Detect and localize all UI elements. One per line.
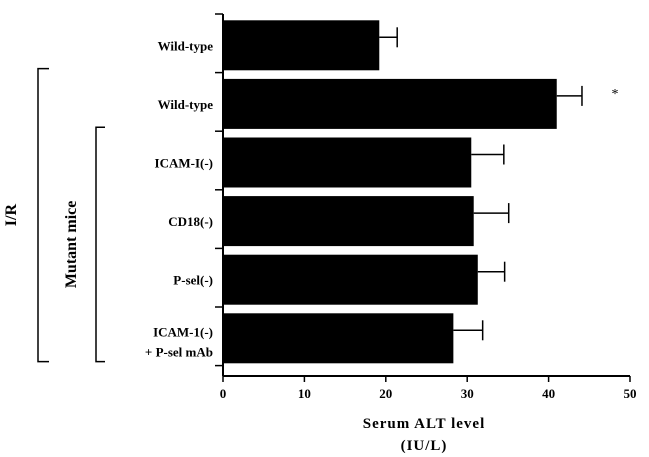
bar	[223, 20, 380, 71]
significance-marker: *	[611, 87, 618, 102]
labels-layer: Wild-type * Wild-type ICAM-I(-) CD18(-) P-sel…	[3, 38, 618, 363]
x-tick-label: 0	[220, 386, 227, 401]
bar	[223, 137, 472, 188]
group-bracket	[95, 126, 105, 363]
bar	[223, 196, 474, 247]
category-sublabel: + P-sel mAb	[145, 344, 213, 359]
category-label: Wild-type	[158, 97, 214, 112]
x-tick-label: 50	[624, 386, 637, 401]
group-label: Mutant mice	[63, 201, 80, 289]
x-tick-label: 20	[379, 386, 392, 401]
bar	[223, 313, 454, 364]
x-tick-label: 10	[298, 386, 311, 401]
bars-layer	[223, 20, 583, 364]
x-tick-label: 40	[542, 386, 555, 401]
bar	[223, 78, 557, 129]
category-label: Wild-type	[158, 38, 214, 53]
bar	[223, 254, 478, 305]
x-axis-label-line2: (IU/L)	[401, 438, 448, 454]
group-label: I/R	[3, 204, 20, 227]
x-tick-label: 30	[461, 386, 474, 401]
category-label: ICAM-I(-)	[155, 156, 213, 171]
x-axis-label-line1: Serum ALT level	[363, 416, 486, 432]
category-label: ICAM-1(-)	[153, 324, 213, 339]
category-label: P-sel(-)	[173, 273, 213, 288]
category-label: CD18(-)	[168, 214, 213, 229]
group-bracket	[37, 67, 49, 363]
